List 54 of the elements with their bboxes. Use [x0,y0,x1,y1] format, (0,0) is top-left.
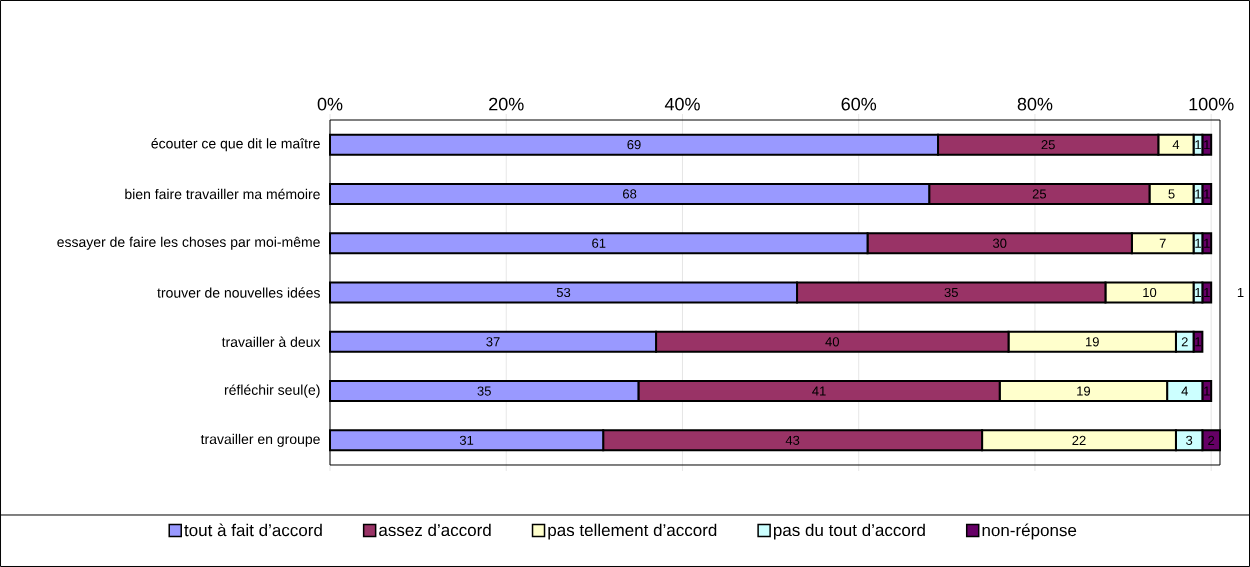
data-label: 31 [459,435,474,445]
data-label: 4 [1172,140,1180,150]
data-label: 41 [812,386,826,396]
y-tick-label: essayer de faire les choses par moi-même [57,236,320,250]
y-tick-label: écouter ce que dit le maître [151,138,320,152]
data-label: 19 [1077,386,1091,396]
data-label: 43 [785,435,800,445]
data-label: 1 [1204,386,1210,396]
data-label: 35 [944,287,958,298]
y-tick-label: travailler à deux [221,336,321,348]
legend-label: assez d’accord [379,523,491,537]
data-label: 10 [1143,287,1157,298]
data-label: 5 [1168,189,1175,199]
data-label: 1 [1204,238,1210,248]
data-label: 1 [1195,337,1201,347]
data-label: 69 [627,140,641,150]
x-tick-label: 40% [664,97,700,111]
data-label: 1 [1195,288,1201,297]
data-label: 68 [623,189,637,199]
x-tick-label: 80% [1017,97,1053,111]
data-label: 37 [486,337,500,347]
x-tick-label: 60% [841,97,877,111]
data-label: 1 [1195,140,1201,150]
data-label: 4 [1181,386,1188,396]
x-tick-label: 100% [1189,97,1234,111]
data-label: 53 [556,287,571,298]
data-label: 61 [592,238,606,248]
data-label: 1 [1204,140,1210,150]
data-label: 19 [1085,337,1099,347]
data-label: 1 [1204,288,1210,297]
data-label: 40 [825,337,840,347]
y-tick-label: réfléchir seul(e) [224,384,320,398]
data-label: 35 [477,386,491,396]
data-label: 2 [1181,337,1188,347]
data-label: 2 [1208,435,1215,445]
data-label: 22 [1072,435,1086,445]
text: 1 [1237,288,1244,297]
data-label: 1 [1195,238,1201,248]
data-label: 25 [1032,189,1047,199]
data-label: 25 [1041,140,1055,150]
legend-label: tout à fait d’accord [184,523,322,537]
data-label: 1 [1195,189,1201,199]
y-tick-label: trouver de nouvelles idées [157,287,320,298]
legend-label: non-réponse [982,523,1077,540]
data-label: 30 [992,238,1007,248]
legend-label: pas tellement d’accord [548,523,717,540]
x-tick-label: 0% [317,97,343,111]
data-label: 3 [1186,435,1193,445]
data-label: 7 [1159,238,1166,248]
y-tick-label: bien faire travailler ma mémoire [125,188,320,200]
y-tick-label: travailler en groupe [200,433,320,447]
data-label: 1 [1204,189,1210,199]
x-tick-label: 20% [489,97,524,111]
legend-label: pas du tout d’accord [773,523,925,540]
